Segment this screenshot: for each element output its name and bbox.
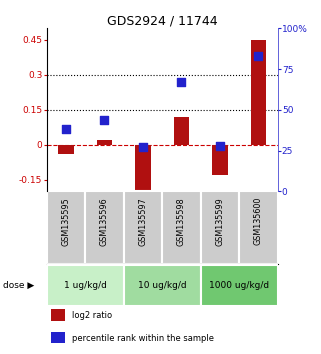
Bar	[47, 264, 124, 306]
Bar	[251, 40, 266, 145]
Bar	[85, 191, 124, 264]
Text: GSM135600: GSM135600	[254, 197, 263, 245]
Text: percentile rank within the sample: percentile rank within the sample	[72, 334, 214, 343]
Bar	[239, 191, 278, 264]
Point	[63, 126, 68, 131]
Point	[217, 143, 222, 148]
Bar	[124, 264, 201, 306]
Text: GSM135599: GSM135599	[215, 197, 224, 246]
Text: 10 ug/kg/d: 10 ug/kg/d	[138, 281, 187, 290]
Text: GSM135597: GSM135597	[138, 197, 147, 246]
Bar	[201, 264, 278, 306]
Point	[140, 144, 145, 150]
Bar	[124, 191, 162, 264]
Point	[102, 117, 107, 122]
Point	[179, 79, 184, 85]
Bar	[174, 117, 189, 145]
Bar	[58, 145, 74, 154]
Text: 1 ug/kg/d: 1 ug/kg/d	[64, 281, 107, 290]
Bar	[201, 191, 239, 264]
Bar	[135, 145, 151, 191]
Text: GSM135595: GSM135595	[61, 197, 70, 246]
Text: dose ▶: dose ▶	[3, 281, 34, 290]
Bar	[162, 191, 201, 264]
Text: GSM135596: GSM135596	[100, 197, 109, 246]
Bar	[51, 332, 65, 343]
Bar	[97, 140, 112, 145]
Bar	[51, 309, 65, 321]
Bar	[212, 145, 228, 175]
Title: GDS2924 / 11744: GDS2924 / 11744	[107, 14, 217, 27]
Text: GSM135598: GSM135598	[177, 197, 186, 246]
Point	[256, 53, 261, 59]
Text: log2 ratio: log2 ratio	[72, 312, 112, 320]
Text: 1000 ug/kg/d: 1000 ug/kg/d	[209, 281, 269, 290]
Bar	[47, 191, 85, 264]
